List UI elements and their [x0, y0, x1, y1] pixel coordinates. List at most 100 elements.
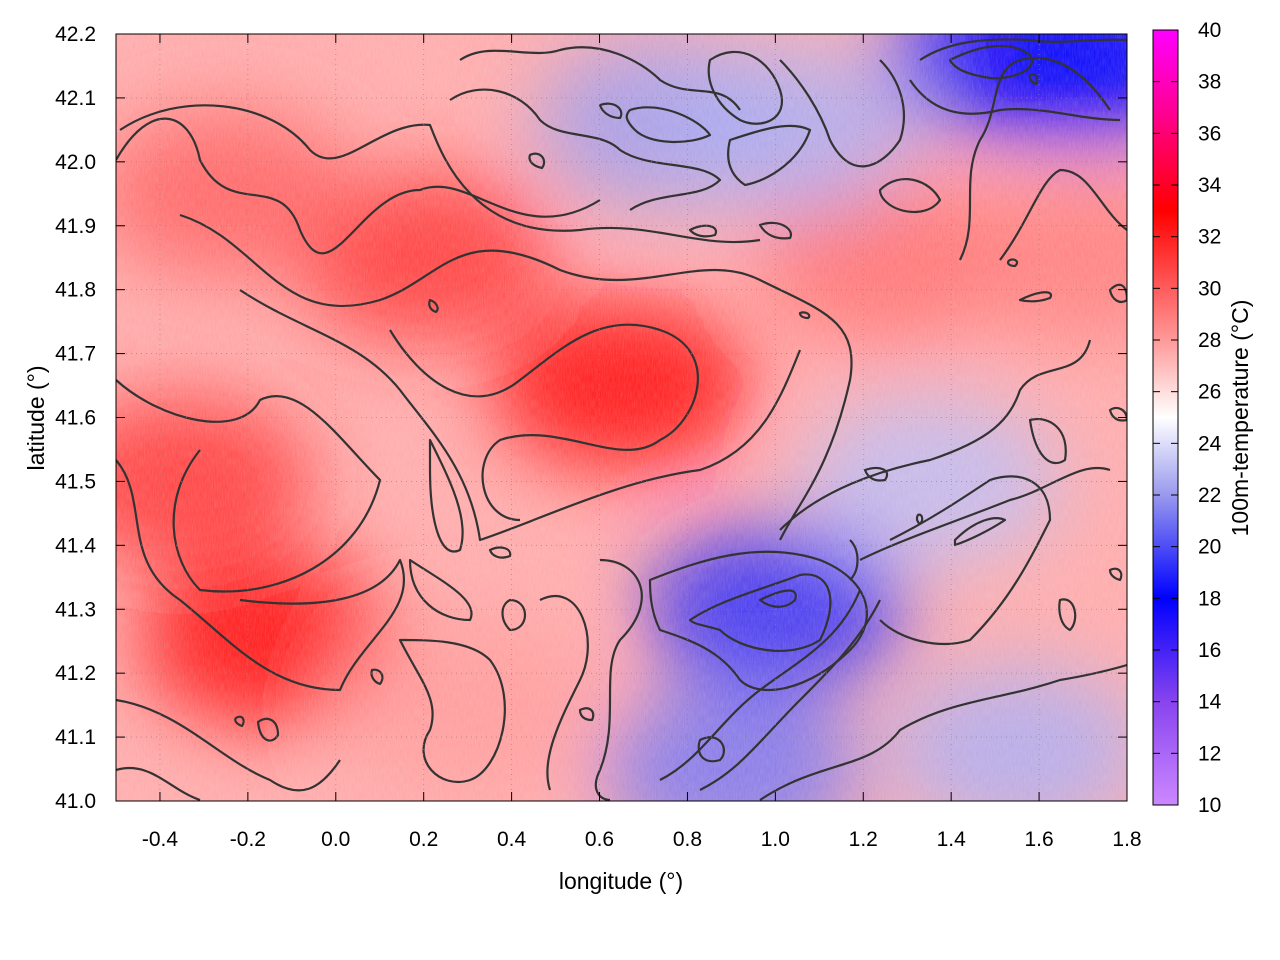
contour-line: [688, 224, 718, 238]
contour-line: [959, 57, 1111, 261]
contour-line: [459, 46, 741, 111]
y-tick-label: 42.1: [55, 87, 96, 110]
y-tick-label: 42.0: [55, 151, 96, 174]
contour-line: [179, 213, 853, 541]
tick-marks: [116, 33, 1128, 802]
x-tick-label: -0.4: [142, 828, 179, 851]
contour-line: [707, 50, 783, 125]
contour-line: [953, 517, 1007, 547]
x-tick-label: -0.2: [230, 828, 266, 851]
y-tick-label: 41.4: [55, 534, 96, 557]
contour-line: [256, 717, 280, 742]
colorbar-gradient: [1152, 29, 1179, 806]
contour-line: [648, 550, 868, 692]
x-axis-title: longitude (°): [559, 868, 683, 894]
contour-line: [239, 289, 802, 542]
contour-line: [915, 513, 924, 526]
y-tick-label: 41.8: [55, 279, 96, 302]
y-tick-label: 41.0: [55, 790, 96, 813]
y-axis-title: latitude (°): [23, 365, 49, 470]
contour-line: [501, 598, 526, 632]
contour-line: [528, 152, 546, 170]
x-axis-tick-labels: -0.4 -0.2 0.0 0.2 0.4 0.6 0.8 1.0 1.2 1.4 1.6 1.8: [142, 828, 1142, 851]
y-tick-label: 41.5: [55, 470, 96, 493]
colorbar-tick-label: 22: [1198, 484, 1221, 507]
y-tick-label: 42.2: [55, 23, 96, 46]
contour-line: [779, 339, 1092, 531]
contour-line: [697, 736, 725, 763]
contour-line: [1028, 417, 1067, 465]
colorbar: 10 12 14 16 18 20 22 24 26 28 30 32 34 36 38 40 100m-te…: [1152, 19, 1253, 817]
x-tick-label: 0.0: [321, 828, 350, 851]
contour-line: [758, 221, 793, 240]
x-tick-label: 1.0: [761, 828, 790, 851]
grid-lines: [116, 34, 1127, 801]
contour-line: [948, 44, 1034, 80]
contour-line: [909, 79, 1121, 122]
contour-line: [1108, 283, 1127, 304]
colorbar-title: 100m-temperature (°C): [1227, 300, 1253, 537]
contour-line: [878, 178, 942, 213]
contour-line: [798, 311, 811, 320]
colorbar-tick-labels: 10 12 14 16 18 20 22 24 26 28 30 32 34 36 38 40: [1198, 19, 1222, 817]
contour-line: [1006, 258, 1019, 268]
contour-line: [688, 573, 832, 652]
colorbar-tick-label: 20: [1198, 536, 1221, 559]
colorbar-tick-label: 18: [1198, 587, 1221, 610]
contour-line: [1058, 598, 1077, 632]
colorbar-tick-label: 24: [1198, 432, 1222, 455]
heatmap-field: [116, 34, 1127, 801]
colorbar-tick-label: 36: [1198, 122, 1221, 145]
contour-line: [449, 88, 722, 211]
contour-line: [863, 466, 889, 482]
colorbar-tick-label: 40: [1198, 19, 1221, 42]
contour-line: [116, 767, 201, 801]
contour-line: [1108, 406, 1127, 422]
contour-line: [389, 323, 699, 522]
contour-line: [919, 38, 1127, 61]
contour-line: [116, 698, 341, 792]
x-tick-label: 1.6: [1024, 828, 1053, 851]
contour-line: [578, 707, 595, 722]
contour-line: [699, 599, 881, 791]
y-tick-label: 41.2: [55, 662, 96, 685]
contour-line: [398, 638, 506, 783]
contour-line: [859, 467, 1111, 561]
colorbar-tick-label: 30: [1198, 277, 1221, 300]
contour-line: [234, 715, 245, 728]
contour-line: [116, 379, 382, 593]
contour-line: [999, 168, 1127, 261]
y-axis-tick-labels: 41.0 41.1 41.2 41.3 41.4 41.5 41.6 41.7 41.8 41.9…: [55, 23, 96, 813]
colorbar-tick-label: 12: [1198, 742, 1221, 765]
colorbar-tick-label: 34: [1198, 174, 1222, 197]
contour-line: [119, 104, 761, 244]
colorbar-tick-label: 14: [1198, 691, 1222, 714]
x-tick-label: 0.8: [673, 828, 702, 851]
contour-line: [408, 558, 473, 622]
contour-line: [1018, 291, 1053, 303]
contour-line: [727, 124, 812, 187]
y-tick-label: 41.3: [55, 598, 96, 621]
contour-line: [1108, 567, 1123, 582]
y-tick-label: 41.7: [55, 343, 96, 366]
colorbar-tick-label: 16: [1198, 639, 1221, 662]
colorbar-tick-label: 26: [1198, 381, 1221, 404]
y-tick-label: 41.6: [55, 407, 96, 430]
x-tick-label: 0.6: [585, 828, 614, 851]
contour-line: [849, 539, 859, 581]
x-tick-label: 1.4: [937, 828, 967, 851]
colorbar-tick-label: 38: [1198, 71, 1221, 94]
colorbar-tick-label: 10: [1198, 794, 1221, 817]
contour-line: [370, 668, 384, 686]
contour-line: [1028, 73, 1039, 86]
y-tick-label: 41.9: [55, 215, 96, 238]
contour-line: [488, 546, 512, 559]
contour-line: [116, 459, 406, 692]
contour-line: [428, 298, 439, 314]
contour-line: [758, 589, 797, 608]
contour-line: [879, 475, 1052, 646]
x-tick-label: 1.2: [849, 828, 878, 851]
contour-line: [759, 663, 1127, 801]
contour-line: [659, 589, 862, 781]
